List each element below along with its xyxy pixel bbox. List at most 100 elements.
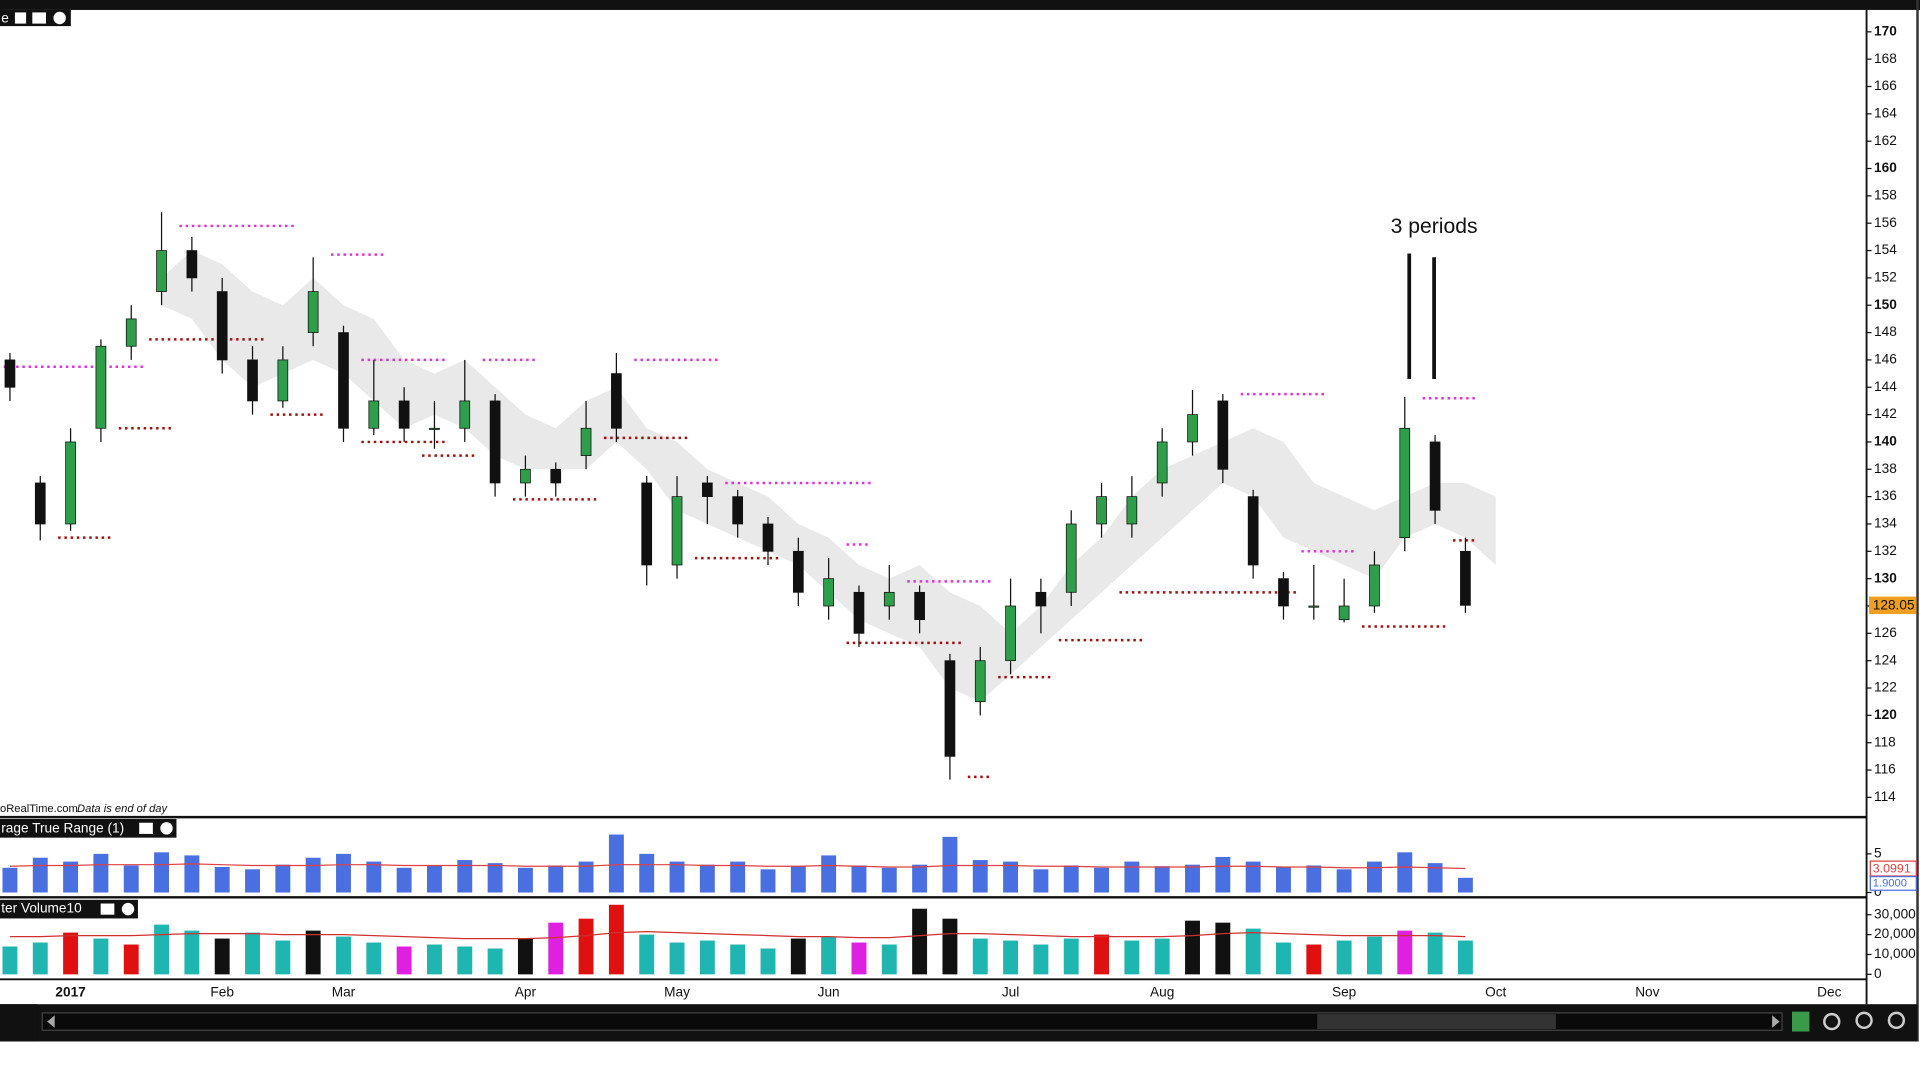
- candle-body: [1460, 550, 1471, 606]
- panel-close[interactable]: [160, 822, 173, 835]
- bar: [790, 938, 806, 975]
- candle-body: [1126, 496, 1138, 525]
- y-tick-label: 160: [1874, 160, 1897, 175]
- candle-body: [883, 591, 895, 607]
- left-icons[interactable]: [0, 1004, 38, 1042]
- bar: [608, 834, 624, 893]
- bar: [1124, 861, 1140, 893]
- y-tick-label: 140: [1874, 434, 1897, 449]
- candle-body: [792, 550, 804, 593]
- y-tick-label: 166: [1874, 78, 1897, 93]
- toolbar-icon[interactable]: [1792, 1011, 1810, 1032]
- bar: [790, 866, 806, 893]
- last-value-label: 1.9000: [1873, 877, 1907, 889]
- bar: [730, 861, 746, 893]
- bar: [366, 861, 382, 893]
- candle-body: [186, 250, 198, 279]
- zoom-out-icon[interactable]: [1855, 1011, 1873, 1030]
- bar: [32, 942, 48, 975]
- bar: [396, 946, 412, 975]
- bar: [881, 867, 897, 893]
- candle-body: [1278, 578, 1289, 607]
- bar: [305, 857, 321, 893]
- scrollbar-thumb[interactable]: [1317, 1014, 1556, 1030]
- bar: [517, 867, 533, 893]
- panel-icon[interactable]: [100, 903, 115, 915]
- bar: [972, 938, 988, 975]
- y-tick-label: 152: [1874, 270, 1897, 285]
- candle-body: [247, 359, 258, 402]
- y-tick-label: 10,000: [1874, 946, 1916, 961]
- candle-body: [429, 427, 440, 430]
- bar: [699, 864, 715, 893]
- bar: [123, 865, 139, 893]
- bar: [821, 855, 837, 893]
- panel-title: rage True Range (1): [1, 821, 124, 836]
- y-tick-label: 170: [1874, 23, 1897, 38]
- bar: [1427, 932, 1443, 975]
- candle-body: [1369, 564, 1380, 607]
- y-tick-label: 124: [1874, 652, 1897, 667]
- panel-icon[interactable]: [32, 12, 46, 24]
- bar: [1427, 863, 1443, 893]
- x-tick-label: Aug: [1150, 985, 1174, 1000]
- panel-icon[interactable]: [14, 12, 27, 24]
- bar: [1185, 864, 1200, 893]
- zoom-in-icon[interactable]: [1887, 1011, 1906, 1030]
- bar: [1245, 928, 1261, 975]
- bar: [487, 948, 503, 975]
- panel-icon[interactable]: [139, 822, 153, 834]
- candle-body: [1065, 523, 1077, 593]
- y-tick-label: 130: [1874, 570, 1897, 585]
- bar: [1457, 877, 1473, 893]
- candle-body: [671, 496, 683, 566]
- bar: [578, 918, 594, 975]
- bar: [1336, 869, 1352, 893]
- bar: [1366, 861, 1382, 893]
- x-tick-label: May: [664, 985, 690, 1000]
- bar: [487, 863, 503, 893]
- panel-close[interactable]: [121, 902, 135, 916]
- axis-layer: 1141161181201221241261281301321341361381…: [55, 23, 1917, 1000]
- bar: [2, 946, 18, 975]
- source-text: oRealTime.com: [0, 803, 78, 815]
- cloud: [161, 250, 1496, 702]
- y-tick-label: 20,000: [1874, 926, 1916, 941]
- bar: [1094, 934, 1110, 975]
- y-tick-label: 142: [1874, 406, 1897, 421]
- bar: [245, 869, 260, 893]
- candle-body: [277, 359, 289, 402]
- bar: [1397, 852, 1413, 893]
- candle-body: [216, 291, 228, 361]
- panel-title: e: [1, 10, 9, 25]
- bar: [184, 930, 200, 975]
- candle-body: [489, 400, 501, 484]
- candle-body: [1156, 441, 1168, 484]
- bar: [1457, 940, 1473, 975]
- bar: [942, 918, 958, 975]
- panel-close[interactable]: [53, 11, 66, 25]
- y-tick-label: 134: [1874, 516, 1897, 531]
- candle-body: [702, 482, 713, 497]
- scroll-right[interactable]: [1772, 1015, 1780, 1028]
- y-tick-label: 162: [1874, 133, 1897, 148]
- scroll-left[interactable]: [47, 1015, 55, 1028]
- zoom-fit-icon[interactable]: [1823, 1012, 1841, 1031]
- bar: [1063, 865, 1079, 893]
- candle-body: [520, 468, 531, 484]
- candle-body: [1096, 496, 1107, 525]
- bar: [548, 865, 564, 893]
- bar: [760, 869, 776, 893]
- y-tick-label: 136: [1874, 488, 1897, 503]
- bar: [730, 944, 746, 975]
- candle-body: [1005, 605, 1016, 662]
- candle-body: [611, 373, 622, 429]
- y-tick-label: 150: [1874, 297, 1897, 312]
- y-tick-label: 114: [1874, 789, 1896, 804]
- bar: [972, 860, 988, 893]
- bar: [123, 944, 139, 975]
- candle-body: [974, 660, 986, 703]
- bar: [275, 940, 291, 975]
